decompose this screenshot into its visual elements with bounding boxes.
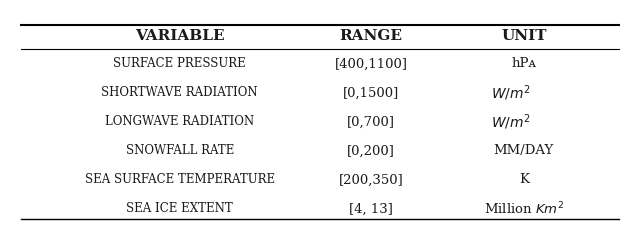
- Text: SEA ICE EXTENT: SEA ICE EXTENT: [127, 202, 233, 214]
- Text: hPᴀ: hPᴀ: [511, 57, 536, 70]
- Text: [0,200]: [0,200]: [347, 144, 395, 157]
- Text: SEA SURFACE TEMPERATURE: SEA SURFACE TEMPERATURE: [84, 173, 275, 186]
- Text: [400,1100]: [400,1100]: [335, 57, 408, 70]
- Text: UNIT: UNIT: [501, 29, 547, 43]
- Text: MM/DAY: MM/DAY: [494, 144, 554, 157]
- Text: [0,1500]: [0,1500]: [343, 86, 399, 99]
- Text: LONGWAVE RADIATION: LONGWAVE RADIATION: [105, 115, 254, 128]
- Text: Million $Km^2$: Million $Km^2$: [484, 200, 564, 216]
- Text: $W/m^2$: $W/m^2$: [492, 83, 531, 102]
- Text: VARIABLE: VARIABLE: [135, 29, 225, 43]
- Text: K: K: [519, 173, 529, 186]
- Text: [0,700]: [0,700]: [347, 115, 395, 128]
- Text: $W/m^2$: $W/m^2$: [492, 112, 531, 131]
- Text: SHORTWAVE RADIATION: SHORTWAVE RADIATION: [102, 86, 258, 99]
- Text: [4, 13]: [4, 13]: [349, 202, 393, 214]
- Text: RANGE: RANGE: [339, 29, 403, 43]
- Text: [200,350]: [200,350]: [339, 173, 403, 186]
- Text: SNOWFALL RATE: SNOWFALL RATE: [125, 144, 234, 157]
- Text: SURFACE PRESSURE: SURFACE PRESSURE: [113, 57, 246, 70]
